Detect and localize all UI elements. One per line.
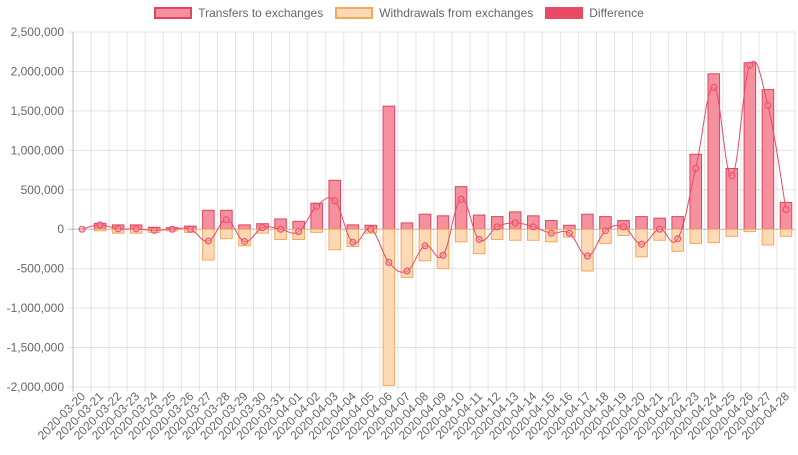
difference-point [511,219,519,227]
legend: Transfers to exchanges Withdrawals from … [0,6,798,20]
y-tick-label: 500,000 [21,183,65,197]
bar-withdrawals [436,228,450,270]
bar-withdrawals [725,228,739,237]
bar-transfers [545,220,558,230]
bar-withdrawals [761,228,775,246]
bar-transfers [454,186,468,230]
bar-transfers [635,216,648,230]
legend-label-transfers: Transfers to exchanges [198,6,324,20]
difference-point [529,223,537,231]
bar-transfers [238,224,251,230]
difference-point [403,267,411,275]
y-tick-label: 1,000,000 [11,143,65,157]
y-tick-label: -2,000,000 [7,380,65,394]
difference-point [547,229,555,237]
difference-point [96,221,104,229]
difference-point [132,225,140,233]
difference-point [349,238,357,246]
difference-point [385,258,393,266]
bar-withdrawals [454,228,468,243]
bar-transfers [761,89,775,230]
legend-item-transfers[interactable]: Transfers to exchanges [154,6,323,20]
legend-swatch-difference [545,7,584,19]
bar-withdrawals [382,228,396,386]
bar-withdrawals [346,228,360,248]
bar-withdrawals [328,228,342,251]
difference-point [583,252,591,260]
difference-point [204,237,212,245]
difference-point [475,235,483,243]
difference-point [620,223,628,231]
difference-point [692,164,700,172]
bar-transfers [202,209,215,230]
legend-label-withdrawals: Withdrawals from exchanges [379,6,534,20]
difference-point [601,227,609,235]
difference-point [674,235,682,243]
difference-point [367,225,375,233]
difference-point [656,225,664,233]
bar-withdrawals [220,228,233,240]
bar-transfers [436,215,450,230]
bar-withdrawals [689,228,703,244]
y-tick-label: 2,500,000 [11,25,65,39]
bar-withdrawals [707,228,721,244]
bar-withdrawals [93,228,107,232]
bar-withdrawals [310,228,323,233]
difference-point [186,225,194,233]
bar-withdrawals [202,228,215,261]
bar-transfers [743,62,757,230]
difference-point [421,242,429,250]
difference-point [78,225,86,233]
y-tick-label: -1,000,000 [7,301,65,315]
difference-point [277,225,285,233]
y-tick-label: 0 [57,222,64,236]
difference-point [764,101,772,109]
legend-swatch-withdrawals [335,7,374,19]
bar-transfers [400,222,414,230]
bar-withdrawals [581,228,594,272]
difference-point [565,229,573,237]
difference-point [168,225,176,233]
difference-point [222,216,230,224]
y-tick-label: 1,500,000 [11,104,65,118]
difference-point [728,172,736,180]
difference-point [259,224,267,232]
bar-transfers [581,213,594,230]
difference-point [746,61,754,69]
difference-point [782,206,790,213]
difference-point [313,202,321,210]
legend-item-withdrawals[interactable]: Withdrawals from exchanges [335,6,533,20]
y-tick-label: -500,000 [17,262,65,276]
legend-swatch-transfers [154,7,193,19]
bar-transfers [563,224,576,230]
bar-withdrawals [400,228,414,278]
difference-point [439,251,447,259]
bar-transfers [328,179,342,230]
legend-label-difference: Difference [589,6,644,20]
y-tick-label: 2,000,000 [11,64,65,78]
bar-withdrawals [526,228,540,241]
difference-point [457,195,465,203]
difference-point [493,223,501,231]
difference-point [240,237,248,245]
bar-withdrawals [238,228,251,247]
bar-withdrawals [743,228,757,233]
difference-point [638,240,646,248]
bar-transfers [418,213,432,230]
y-tick-label: -1,500,000 [7,341,65,355]
difference-point [150,226,158,234]
difference-point [295,228,303,236]
bar-withdrawals [779,228,793,237]
legend-item-difference[interactable]: Difference [545,6,644,20]
difference-point [331,197,339,205]
difference-point [710,83,718,91]
bar-transfers [472,214,486,230]
bar-withdrawals [508,228,522,241]
difference-point [114,225,122,233]
bar-transfers [382,105,396,230]
bar-transfers [346,224,360,230]
